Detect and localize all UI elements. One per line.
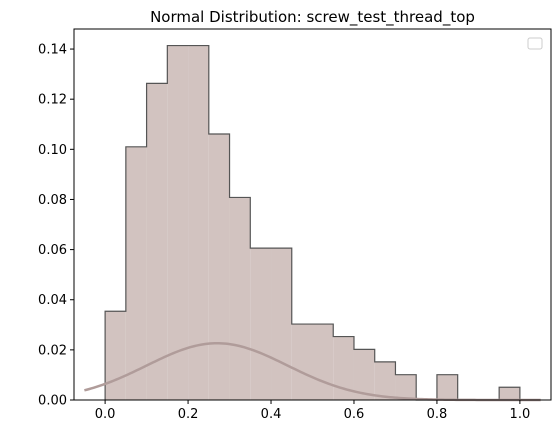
histogram-bar [499, 387, 520, 400]
histogram-bar [291, 324, 313, 400]
histogram-bar [188, 45, 209, 401]
y-tick-label: 0.00 [38, 394, 67, 409]
y-tick-label: 0.02 [38, 343, 67, 358]
histogram-bar [105, 311, 126, 400]
histogram-bar [374, 361, 396, 400]
y-tick-label: 0.10 [38, 143, 67, 158]
y-tick-label: 0.12 [38, 93, 67, 108]
legend-box[interactable] [527, 37, 543, 50]
histogram-bar [125, 146, 147, 400]
histogram-bar [146, 83, 168, 401]
histogram-bar [395, 374, 417, 400]
histogram-bar [312, 324, 334, 400]
histogram-bar [333, 336, 354, 400]
histogram-bar [208, 134, 230, 400]
y-tick-label: 0.08 [38, 193, 67, 208]
histogram-outline [104, 44, 521, 401]
histogram-bars [105, 45, 520, 401]
histogram-bar [353, 349, 375, 400]
x-tick-label: 0.2 [178, 407, 199, 422]
histogram-bar [167, 45, 189, 401]
histogram-bar [250, 248, 272, 400]
y-tick-label: 0.06 [38, 243, 67, 258]
chart-title: Normal Distribution: screw_test_thread_t… [150, 8, 475, 27]
y-axis-ticks: 0.00 0.02 0.04 0.06 0.08 0.10 0.12 0.14 [38, 43, 74, 409]
y-tick-label: 0.14 [38, 43, 67, 58]
y-tick-label: 0.04 [38, 293, 67, 308]
x-tick-label: 1.0 [510, 407, 531, 422]
x-tick-label: 0.6 [344, 407, 365, 422]
axes-frame [73, 28, 552, 401]
x-axis-ticks: 0.0 0.2 0.4 0.6 0.8 1.0 [95, 400, 530, 422]
x-tick-label: 0.0 [95, 407, 116, 422]
histogram-bar [229, 197, 251, 400]
histogram-bar [436, 374, 458, 400]
histogram-bar [271, 248, 292, 400]
x-tick-label: 0.4 [261, 407, 282, 422]
x-tick-label: 0.8 [427, 407, 448, 422]
